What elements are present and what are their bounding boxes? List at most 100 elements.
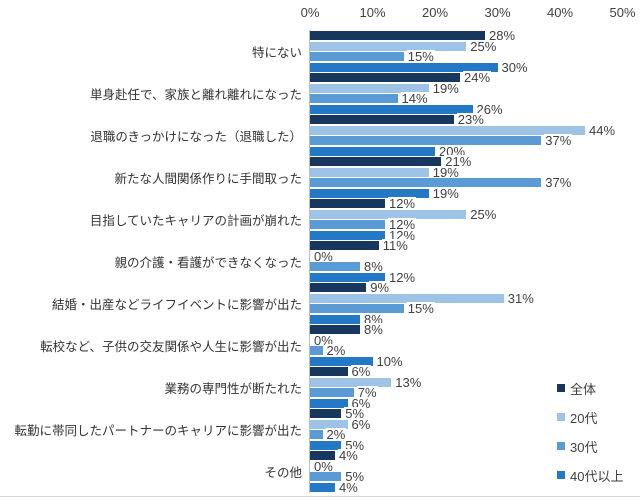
legend-entry-20代: 20代 bbox=[557, 409, 598, 426]
bar-40代以上 bbox=[310, 104, 473, 114]
legend-swatch-icon bbox=[557, 442, 565, 450]
value-label: 8% bbox=[363, 259, 384, 274]
value-label: 15% bbox=[406, 301, 435, 316]
value-label: 5% bbox=[344, 469, 366, 484]
legend-label: 20代 bbox=[570, 410, 598, 426]
bar-全体 bbox=[310, 115, 454, 124]
value-label: 6% bbox=[350, 416, 372, 432]
value-label: 0% bbox=[313, 458, 334, 474]
legend-label: 30代 bbox=[570, 439, 598, 455]
bar-全体 bbox=[310, 73, 460, 82]
legend-swatch-icon bbox=[557, 471, 565, 479]
legend-swatch-icon bbox=[557, 384, 565, 392]
legend-entry-40代以上: 40代以上 bbox=[557, 467, 624, 484]
x-tick-label: 20% bbox=[421, 5, 449, 20]
value-label: 11% bbox=[381, 238, 409, 253]
value-label: 10% bbox=[375, 353, 404, 369]
category-label: 転勤に帯同したパートナーのキャリアに影響が出た bbox=[14, 423, 302, 438]
x-tick-label: 0% bbox=[300, 5, 320, 20]
value-label: 8% bbox=[363, 311, 384, 327]
bar-20代 bbox=[310, 41, 467, 51]
bar-40代以上 bbox=[310, 398, 348, 408]
value-label: 12% bbox=[388, 217, 417, 232]
bar-全体 bbox=[310, 367, 348, 376]
bar-全体 bbox=[310, 451, 335, 460]
bar-30代 bbox=[310, 94, 398, 103]
bar-40代以上 bbox=[310, 146, 435, 156]
bar-全体 bbox=[310, 409, 342, 418]
bar-30代 bbox=[310, 262, 360, 271]
value-label: 6% bbox=[350, 395, 372, 411]
value-label: 30% bbox=[500, 59, 529, 75]
value-label: 19% bbox=[431, 164, 460, 180]
bar-40代以上 bbox=[310, 482, 335, 492]
bar-40代以上 bbox=[310, 62, 498, 72]
value-label: 20% bbox=[438, 143, 467, 159]
bar-30代 bbox=[310, 136, 542, 145]
value-label: 4% bbox=[338, 479, 359, 495]
category-label: その他 bbox=[264, 465, 302, 480]
legend-label: 全体 bbox=[570, 381, 597, 397]
legend-entry-全体: 全体 bbox=[557, 380, 597, 397]
category-label: 特にない bbox=[251, 45, 302, 60]
bar-20代 bbox=[310, 419, 348, 429]
value-label: 5% bbox=[344, 406, 366, 421]
x-tick-label: 10% bbox=[359, 5, 386, 20]
category-label: 結婚・出産などライフイベントに影響が出た bbox=[51, 297, 302, 312]
bar-30代 bbox=[310, 178, 542, 187]
bar-30代 bbox=[310, 472, 342, 481]
value-label: 12% bbox=[388, 227, 417, 243]
value-label: 0% bbox=[313, 332, 334, 348]
bar-40代以上 bbox=[310, 356, 373, 366]
value-label: 15% bbox=[406, 49, 435, 64]
x-tick-label: 30% bbox=[484, 5, 511, 20]
y-axis-line bbox=[309, 30, 310, 493]
bar-30代 bbox=[310, 52, 404, 61]
category-label: 業務の専門性が断たれた bbox=[164, 381, 302, 396]
x-tick-label: 50% bbox=[609, 5, 636, 20]
value-label: 4% bbox=[338, 448, 359, 463]
value-label: 12% bbox=[388, 196, 417, 211]
bar-30代 bbox=[310, 304, 404, 313]
bar-40代以上 bbox=[310, 188, 429, 198]
value-label: 6% bbox=[350, 364, 372, 379]
bar-20代 bbox=[310, 377, 392, 387]
bar-30代 bbox=[310, 346, 323, 355]
bar-30代 bbox=[310, 388, 354, 397]
category-label: 退職のきっかけになった（退職した） bbox=[90, 129, 302, 144]
value-label: 24% bbox=[463, 70, 492, 85]
value-label: 21% bbox=[444, 154, 473, 169]
bar-20代 bbox=[310, 125, 585, 135]
value-label: 19% bbox=[431, 185, 460, 201]
category-label: 転校など、子供の交友関係や人生に影響が出た bbox=[40, 339, 302, 354]
value-label: 13% bbox=[394, 374, 423, 390]
value-label: 37% bbox=[544, 133, 573, 148]
category-label: 新たな人間関係作りに手間取った bbox=[114, 171, 302, 186]
bar-全体 bbox=[310, 283, 367, 292]
bar-全体 bbox=[310, 325, 360, 334]
value-label: 0% bbox=[313, 248, 334, 264]
bar-40代以上 bbox=[310, 230, 385, 240]
bar-全体 bbox=[310, 157, 442, 166]
bar-40代以上 bbox=[310, 314, 360, 324]
value-label: 2% bbox=[325, 343, 347, 358]
legend-entry-30代: 30代 bbox=[557, 438, 598, 455]
bar-20代 bbox=[310, 83, 429, 93]
x-tick-label: 40% bbox=[546, 5, 574, 20]
value-label: 25% bbox=[469, 38, 498, 54]
value-label: 28% bbox=[488, 28, 517, 43]
value-label: 31% bbox=[506, 290, 535, 306]
value-label: 44% bbox=[588, 122, 617, 138]
value-label: 12% bbox=[388, 269, 417, 285]
value-label: 2% bbox=[325, 427, 347, 442]
legend-label: 40代以上 bbox=[570, 468, 624, 484]
value-label: 19% bbox=[431, 80, 460, 96]
value-label: 14% bbox=[400, 91, 429, 106]
value-label: 23% bbox=[456, 112, 485, 127]
legend-swatch-icon bbox=[557, 413, 565, 421]
bar-20代 bbox=[310, 293, 504, 303]
value-label: 26% bbox=[475, 101, 504, 117]
value-label: 8% bbox=[363, 322, 384, 337]
category-label: 単身赴任で、家族と離れ離れになった bbox=[89, 87, 302, 102]
